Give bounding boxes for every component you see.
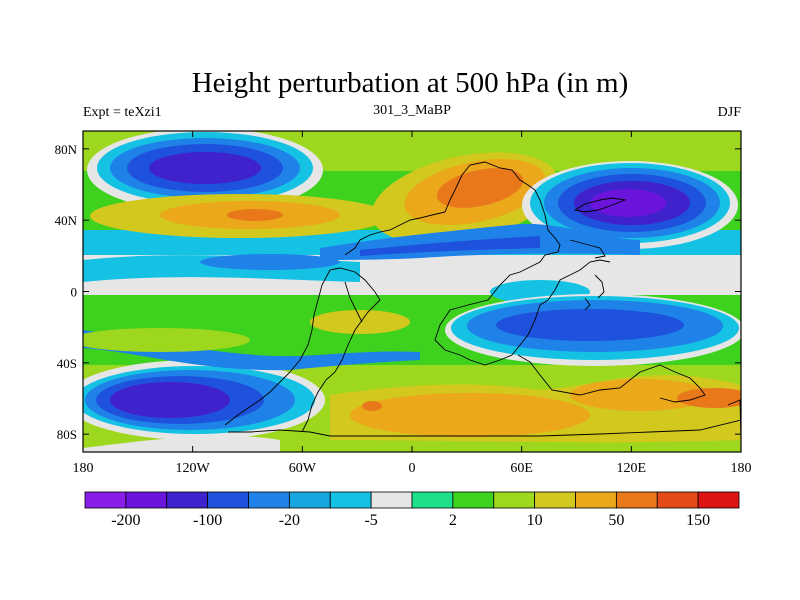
x-tick-label: 180: [73, 461, 94, 476]
colorbar-label: 150: [686, 512, 710, 529]
nh-features: [83, 131, 738, 304]
colorbar-swatch: [166, 491, 209, 509]
colorbar-label: 2: [449, 512, 457, 529]
colorbar-swatch: [656, 491, 699, 509]
colorbar-label: -5: [364, 512, 377, 529]
x-tick-label: 60E: [510, 461, 533, 476]
season-label: DJF: [718, 105, 742, 120]
experiment-label: Expt = teXzi1: [83, 105, 162, 120]
colorbar-label: 10: [527, 512, 543, 529]
y-axis: 80N 40N 0 40S 80S: [55, 142, 741, 442]
x-tick-label: 120E: [617, 461, 647, 476]
colorbar-swatch: [452, 491, 495, 509]
colorbar-label: 50: [608, 512, 624, 529]
x-tick-label: 0: [409, 461, 416, 476]
colorbar-swatch: [575, 491, 617, 509]
colorbar: -200 -100 -20 -5 2 10 50 150: [84, 491, 740, 529]
y-tick-label: 0: [71, 285, 78, 300]
colorbar-swatch: [534, 491, 576, 509]
colorbar-swatch: [248, 491, 290, 509]
colorbar-swatch: [84, 491, 127, 509]
colorbar-swatch: [411, 491, 454, 509]
contour-map: [83, 131, 741, 452]
x-tick-label: 120W: [176, 461, 211, 476]
coastlines: [224, 161, 741, 441]
y-tick-label: 40S: [57, 356, 77, 371]
chart-title: Height perturbation at 500 hPa (in m): [192, 67, 629, 99]
colorbar-swatch: [125, 491, 168, 509]
colorbar-swatch: [615, 491, 658, 509]
y-tick-label: 80N: [55, 142, 78, 157]
colorbar-label: -100: [193, 512, 222, 529]
colorbar-swatch: [207, 491, 249, 509]
colorbar-label: -200: [111, 512, 140, 529]
colorbar-swatch: [697, 491, 740, 509]
sh-features: [83, 294, 741, 452]
x-tick-label: 180: [731, 461, 752, 476]
colorbar-swatch: [370, 491, 413, 509]
colorbar-swatch: [493, 491, 536, 509]
colorbar-label: -20: [279, 512, 300, 529]
y-tick-label: 80S: [57, 427, 77, 442]
x-axis: 180 120W 60W 0 60E 120E 180: [73, 131, 752, 476]
x-tick-label: 60W: [289, 461, 317, 476]
colorbar-swatch: [288, 491, 331, 509]
colorbar-swatch: [329, 491, 372, 509]
y-tick-label: 40N: [55, 213, 78, 228]
run-label: 301_3_MaBP: [373, 103, 451, 118]
